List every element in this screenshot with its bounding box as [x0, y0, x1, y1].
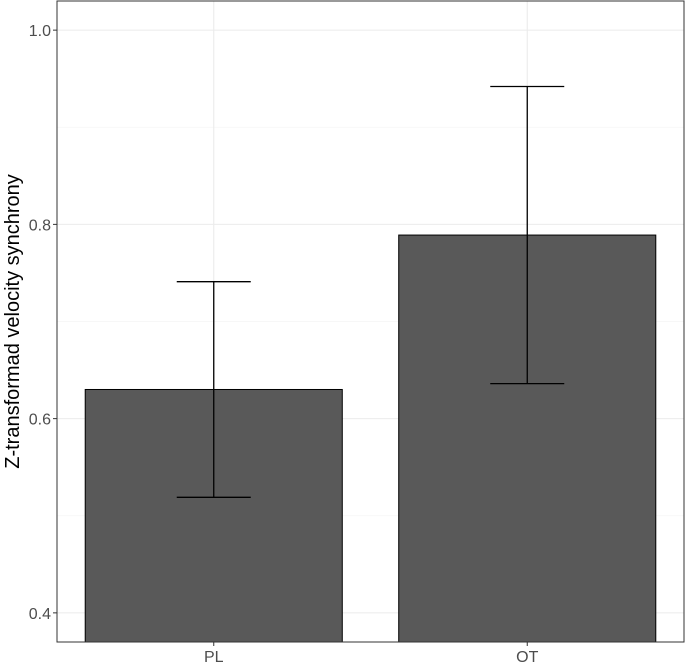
y-axis-title: Z-transformad velocity synchrony [2, 174, 24, 469]
x-axis: PL OT [204, 642, 539, 663]
y-axis: 0.4 0.6 0.8 1.0 [29, 23, 57, 623]
y-tick-label: 0.8 [29, 217, 51, 234]
y-tick-label: 0.4 [29, 606, 51, 623]
bars [84, 234, 657, 643]
y-tick-label: 1.0 [29, 23, 51, 40]
error-bars [176, 85, 565, 498]
error-bar-ot [490, 85, 565, 385]
error-bar-pl [176, 281, 251, 498]
x-tick-label: OT [516, 649, 538, 663]
x-tick-label: PL [204, 649, 224, 663]
panel-border [56, 0, 685, 643]
y-tick-label: 0.6 [29, 412, 51, 429]
